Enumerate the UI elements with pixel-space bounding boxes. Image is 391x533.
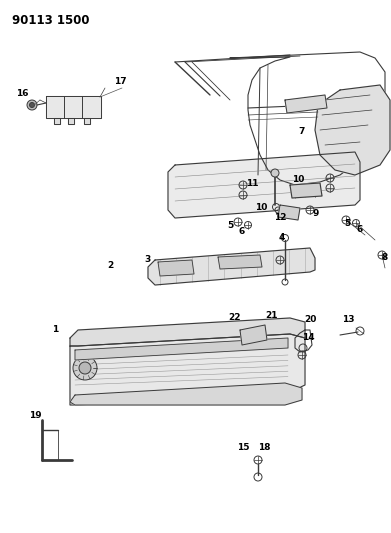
Text: 22: 22 bbox=[229, 313, 241, 322]
Circle shape bbox=[29, 102, 34, 108]
Text: 2: 2 bbox=[107, 262, 113, 271]
Text: 20: 20 bbox=[304, 316, 316, 325]
Text: 6: 6 bbox=[239, 228, 245, 237]
Text: 17: 17 bbox=[114, 77, 126, 86]
Text: 14: 14 bbox=[302, 333, 314, 342]
Text: 7: 7 bbox=[299, 127, 305, 136]
Circle shape bbox=[271, 169, 279, 177]
Polygon shape bbox=[68, 118, 74, 124]
Text: 21: 21 bbox=[266, 311, 278, 319]
Polygon shape bbox=[290, 183, 322, 198]
Polygon shape bbox=[70, 383, 302, 405]
Text: 18: 18 bbox=[258, 442, 270, 451]
Text: 5: 5 bbox=[227, 221, 233, 230]
Polygon shape bbox=[278, 205, 300, 220]
Text: 10: 10 bbox=[292, 175, 304, 184]
Text: 6: 6 bbox=[357, 224, 363, 233]
Polygon shape bbox=[168, 152, 360, 218]
Polygon shape bbox=[70, 334, 305, 405]
Text: 3: 3 bbox=[145, 255, 151, 264]
Polygon shape bbox=[46, 96, 101, 118]
Polygon shape bbox=[70, 318, 305, 346]
Text: 19: 19 bbox=[29, 410, 41, 419]
Polygon shape bbox=[148, 248, 315, 285]
Polygon shape bbox=[75, 338, 288, 360]
Text: 13: 13 bbox=[342, 316, 354, 325]
Text: 4: 4 bbox=[279, 232, 285, 241]
Polygon shape bbox=[315, 85, 390, 175]
Polygon shape bbox=[54, 118, 60, 124]
Text: 11: 11 bbox=[246, 179, 258, 188]
Text: 16: 16 bbox=[16, 88, 28, 98]
Circle shape bbox=[73, 356, 97, 380]
Text: 1: 1 bbox=[52, 326, 58, 335]
Polygon shape bbox=[158, 260, 194, 276]
Text: 10: 10 bbox=[255, 203, 267, 212]
Polygon shape bbox=[285, 95, 327, 113]
Text: 9: 9 bbox=[313, 208, 319, 217]
Polygon shape bbox=[240, 325, 267, 345]
Text: 15: 15 bbox=[237, 443, 249, 453]
Text: 12: 12 bbox=[274, 214, 286, 222]
Text: 8: 8 bbox=[382, 254, 388, 262]
Circle shape bbox=[79, 362, 91, 374]
Text: 5: 5 bbox=[344, 219, 350, 228]
Text: 90113 1500: 90113 1500 bbox=[12, 14, 90, 27]
Polygon shape bbox=[84, 118, 90, 124]
Polygon shape bbox=[218, 255, 262, 269]
Circle shape bbox=[27, 100, 37, 110]
